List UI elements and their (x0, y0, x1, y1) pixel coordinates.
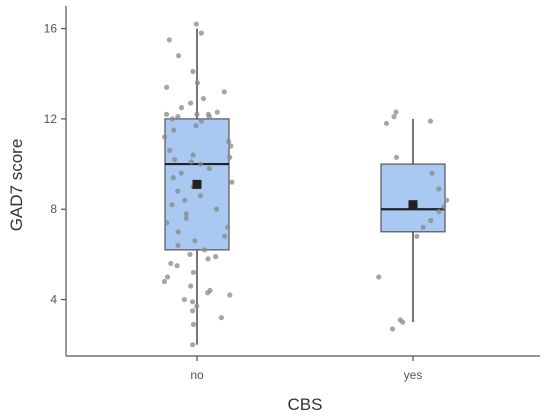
data-point (436, 208, 442, 215)
data-point (175, 242, 181, 248)
data-point (178, 105, 185, 111)
data-point (221, 89, 227, 95)
data-point (178, 170, 184, 176)
data-point (429, 170, 435, 176)
y-tick-label: 16 (44, 22, 58, 36)
x-axis-title: CBS (288, 395, 323, 414)
data-point (393, 154, 400, 160)
data-point (198, 118, 204, 124)
data-point (197, 193, 203, 199)
y-axis-title: GAD7 score (7, 139, 26, 232)
data-point (218, 315, 224, 321)
data-point (213, 254, 219, 260)
y-tick-label: 4 (50, 293, 57, 307)
data-point (226, 138, 232, 145)
data-point (192, 238, 198, 244)
data-point (190, 269, 197, 276)
mean-marker (192, 179, 202, 189)
data-point (188, 283, 194, 289)
data-point (194, 80, 201, 86)
data-point (436, 186, 442, 192)
data-point (441, 204, 447, 210)
data-point (174, 263, 180, 269)
box-iqr (380, 163, 446, 233)
data-point (227, 154, 233, 160)
data-point (175, 53, 182, 59)
x-tick-label: yes (404, 368, 423, 382)
data-point (198, 161, 204, 167)
data-point (172, 156, 178, 163)
data-point (229, 179, 235, 185)
data-point (428, 217, 434, 224)
data-point (164, 220, 170, 226)
data-point (189, 299, 196, 305)
data-point (389, 326, 396, 332)
data-point (214, 206, 220, 212)
data-point (187, 100, 194, 106)
data-point (168, 260, 174, 267)
data-point (181, 296, 187, 303)
data-point (190, 152, 196, 158)
data-point (166, 37, 172, 43)
y-tick-label: 12 (44, 112, 58, 126)
data-point (175, 114, 181, 120)
data-point (444, 197, 450, 203)
data-point (182, 197, 188, 203)
data-point (214, 109, 220, 115)
y-tick-label: 8 (50, 202, 57, 216)
data-point (162, 134, 168, 140)
data-point (169, 116, 175, 122)
data-point (383, 120, 390, 127)
data-point (164, 274, 171, 280)
data-point (376, 274, 382, 280)
data-point (183, 215, 189, 221)
data-point (193, 123, 199, 129)
data-point (171, 127, 177, 133)
data-point (187, 251, 193, 257)
plot-area: 4 8 12 16 no yes (44, 6, 540, 382)
data-point (175, 188, 181, 194)
data-point (194, 111, 200, 117)
data-point (427, 118, 434, 124)
data-point (400, 319, 406, 325)
data-point (225, 224, 231, 230)
data-point (183, 211, 189, 217)
data-point (190, 342, 196, 348)
data-point (190, 68, 196, 75)
x-tick-label: no (190, 368, 204, 382)
data-point (175, 229, 181, 235)
mean-marker (408, 200, 418, 210)
data-point (391, 114, 397, 120)
data-point (163, 111, 170, 117)
data-point (201, 247, 208, 253)
data-point (206, 165, 212, 172)
data-point (161, 278, 168, 285)
data-point (204, 290, 211, 296)
data-point (227, 292, 233, 298)
data-point (190, 321, 197, 327)
data-point (228, 143, 234, 149)
data-point (170, 175, 176, 181)
data-point (188, 159, 194, 165)
data-point (206, 114, 212, 120)
data-point (189, 308, 196, 314)
data-point (164, 84, 170, 90)
data-point (393, 109, 399, 115)
data-point (205, 256, 211, 262)
data-point (198, 30, 204, 36)
data-point (414, 233, 420, 239)
data-point (167, 147, 173, 154)
data-point (222, 233, 228, 239)
data-point (420, 224, 426, 230)
data-point (169, 202, 175, 208)
data-point (194, 303, 200, 309)
data-point (200, 95, 207, 102)
data-point (193, 21, 199, 27)
